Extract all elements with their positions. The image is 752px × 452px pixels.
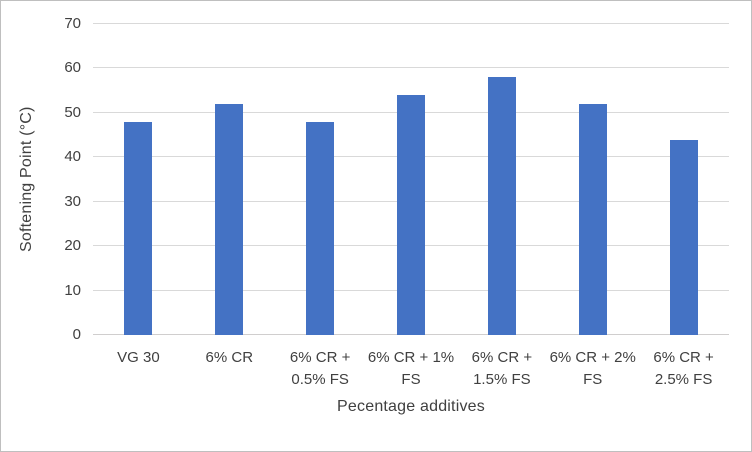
bar [306, 121, 335, 335]
y-axis-tick-label: 70 [64, 15, 81, 32]
bar-slot [184, 24, 275, 335]
x-axis-category-label: VG 30 [117, 349, 160, 366]
bar [487, 77, 516, 335]
x-axis-category-label: 6% CR + 2% FS [549, 349, 636, 388]
bar [124, 121, 153, 335]
y-axis-tick-label: 30 [64, 192, 81, 210]
y-axis-tick-label: 10 [64, 281, 81, 299]
bar [578, 103, 607, 335]
bar [397, 95, 425, 335]
bar-slot [547, 24, 638, 335]
gridline [93, 67, 729, 69]
y-axis-tick-label: 50 [64, 103, 81, 121]
plot-area [93, 23, 729, 335]
y-axis-tick-label: 60 [64, 59, 81, 77]
y-axis-tick-label: 0 [72, 326, 81, 343]
x-axis-category-labels: VG 30 6% CR 6% CR + 0.5% FS 6% CR + 1% FS 6%… [93, 347, 729, 391]
bar-slot [456, 24, 547, 335]
x-axis-category-label: 6% CR [205, 349, 254, 366]
bar-slot [366, 24, 457, 335]
y-axis-tick-labels: 0 10 20 30 40 50 60 70 [1, 15, 81, 343]
y-axis-tick-label: 40 [64, 148, 81, 166]
y-axis-tick-label: 20 [64, 237, 81, 255]
bar-slot [275, 24, 366, 335]
x-axis-category-label: 6% CR + 1% FS [367, 349, 455, 388]
x-axis-category-label: 6% CR + 1.5% FS [471, 349, 533, 388]
bars-container [93, 24, 729, 335]
bar [215, 103, 244, 335]
x-axis-category-label: 6% CR + 0.5% FS [289, 349, 351, 388]
x-axis-title: Pecentage additives [337, 398, 485, 415]
bar-slot [93, 24, 184, 335]
gridline [93, 23, 729, 24]
x-axis-category-label: 6% CR + 2.5% FS [653, 349, 714, 388]
bar-slot [638, 24, 729, 335]
bar [669, 139, 698, 335]
